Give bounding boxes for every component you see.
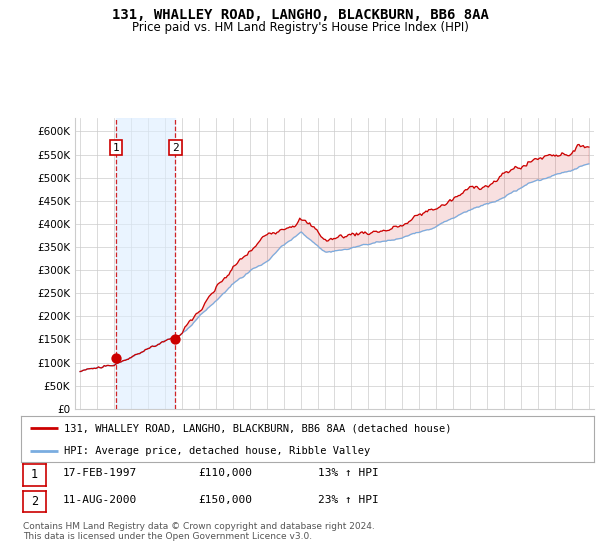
Text: 131, WHALLEY ROAD, LANGHO, BLACKBURN, BB6 8AA (detached house): 131, WHALLEY ROAD, LANGHO, BLACKBURN, BB… <box>64 423 451 433</box>
Text: £110,000: £110,000 <box>198 468 252 478</box>
Text: 1: 1 <box>113 143 119 153</box>
Text: Price paid vs. HM Land Registry's House Price Index (HPI): Price paid vs. HM Land Registry's House … <box>131 21 469 34</box>
Text: £150,000: £150,000 <box>198 494 252 505</box>
Text: 23% ↑ HPI: 23% ↑ HPI <box>318 494 379 505</box>
Text: 13% ↑ HPI: 13% ↑ HPI <box>318 468 379 478</box>
Text: 2: 2 <box>172 143 179 153</box>
Text: 11-AUG-2000: 11-AUG-2000 <box>63 494 137 505</box>
Point <box>170 335 180 344</box>
Point <box>111 353 121 362</box>
Text: 131, WHALLEY ROAD, LANGHO, BLACKBURN, BB6 8AA: 131, WHALLEY ROAD, LANGHO, BLACKBURN, BB… <box>112 8 488 22</box>
Text: 17-FEB-1997: 17-FEB-1997 <box>63 468 137 478</box>
Bar <box>116 118 175 409</box>
Text: 2: 2 <box>31 494 38 508</box>
Text: 1: 1 <box>31 468 38 482</box>
Text: Contains HM Land Registry data © Crown copyright and database right 2024.
This d: Contains HM Land Registry data © Crown c… <box>23 522 374 542</box>
Text: HPI: Average price, detached house, Ribble Valley: HPI: Average price, detached house, Ribb… <box>64 446 370 455</box>
